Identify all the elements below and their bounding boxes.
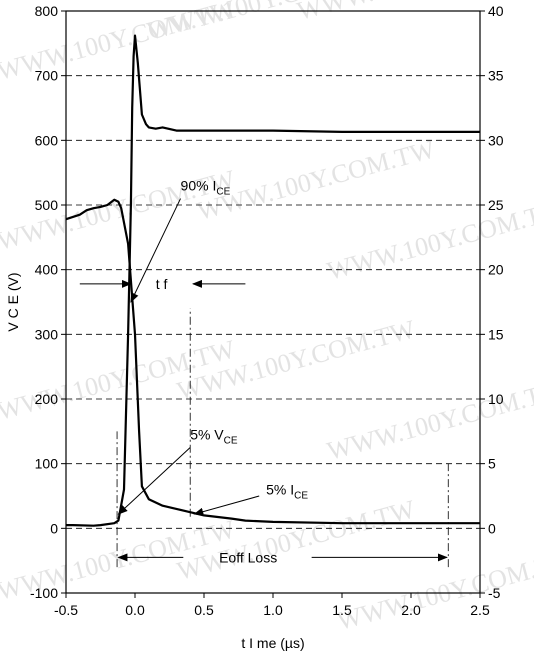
x-tick-label: 0.0 <box>125 602 145 618</box>
annotation-90-ic-arrow <box>130 198 181 303</box>
x-tick-label: 1.0 <box>263 602 283 618</box>
y-left-tick-label: -100 <box>30 585 58 601</box>
y-left-tick-label: 800 <box>35 3 59 19</box>
y-right-tick-label: 25 <box>488 197 504 213</box>
y-right-tick-label: 10 <box>488 391 504 407</box>
y-left-tick-label: 500 <box>35 197 59 213</box>
y-right-tick-label: 20 <box>488 262 504 278</box>
ic-series-line <box>65 198 480 525</box>
y-left-tick-label: 600 <box>35 132 59 148</box>
y-axis-label: V C E (V) <box>5 272 21 331</box>
annotation-5-vce: 5% VCE <box>190 427 238 447</box>
y-left-tick-label: 200 <box>35 391 59 407</box>
x-tick-label: -0.5 <box>54 602 78 618</box>
y-right-tick-label: 30 <box>488 132 504 148</box>
x-axis-label: t I me (µs) <box>241 635 304 651</box>
y-right-tick-label: -5 <box>488 585 501 601</box>
y-right-tick-label: 0 <box>488 520 496 536</box>
vce-series-line <box>66 34 480 527</box>
x-tick-label: 1.5 <box>332 602 352 618</box>
annotation-tf: t f <box>156 276 168 292</box>
watermark-text: WWW.100Y.COM.TW <box>324 374 534 465</box>
annotation-5-ic: 5% ICE <box>266 482 308 502</box>
y-left-tick-label: 0 <box>50 520 58 536</box>
y-left-tick-label: 400 <box>35 262 59 278</box>
y-right-tick-label: 5 <box>488 456 496 472</box>
annotation-5-ic-arrow <box>193 495 260 516</box>
x-tick-label: 2.0 <box>401 602 421 618</box>
annotation-eoff: Eoff Loss <box>219 549 277 565</box>
y-right-tick-label: 15 <box>488 326 504 342</box>
x-tick-label: 0.5 <box>194 602 214 618</box>
y-left-tick-label: 300 <box>35 326 59 342</box>
y-left-tick-label: 100 <box>35 456 59 472</box>
y-right-tick-label: 35 <box>488 68 504 84</box>
watermark-text: WWW.100Y.COM.TW <box>334 544 534 635</box>
y-right-tick-label: 40 <box>488 3 504 19</box>
y-left-tick-label: 700 <box>35 68 59 84</box>
x-tick-label: 2.5 <box>470 602 490 618</box>
annotation-5-vce-arrow <box>117 447 191 515</box>
